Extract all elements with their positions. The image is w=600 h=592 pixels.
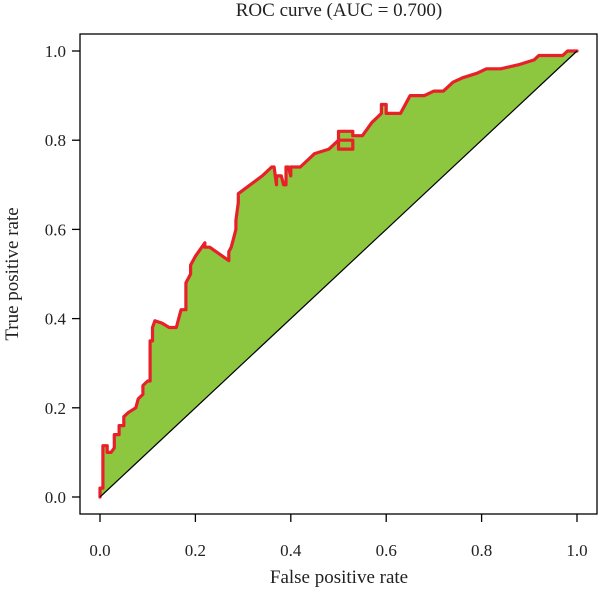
plot-area <box>98 49 579 499</box>
x-tick-label-2: 0.4 <box>280 541 302 560</box>
x-tick-label-5: 1.0 <box>566 541 587 560</box>
y-tick-label-0: 0.0 <box>45 488 66 507</box>
plot-frame <box>79 33 598 515</box>
x-tick-label-0: 0.0 <box>89 541 110 560</box>
roc-curve-line-0 <box>98 49 579 499</box>
y-tick-label-4: 0.8 <box>45 131 66 150</box>
axes: 0.0 0.2 0.4 0.6 0.8 1.0 0.0 0.2 0.4 0.6 0.8 1.0 <box>45 33 598 560</box>
x-tick-label-3: 0.6 <box>376 541 397 560</box>
chart-title: ROC curve (AUC = 0.700) <box>236 0 443 21</box>
y-tick-label-2: 0.4 <box>45 310 67 329</box>
x-tick-label-1: 0.2 <box>185 541 206 560</box>
diagonal-reference-line <box>99 50 578 498</box>
x-axis-title: False positive rate <box>270 567 408 588</box>
y-tick-label-5: 1.0 <box>45 42 66 61</box>
y-axis-title: True positive rate <box>2 207 23 340</box>
y-tick-label-1: 0.2 <box>45 399 66 418</box>
y-tick-label-3: 0.6 <box>45 220 66 239</box>
x-tick-label-4: 0.8 <box>471 541 492 560</box>
